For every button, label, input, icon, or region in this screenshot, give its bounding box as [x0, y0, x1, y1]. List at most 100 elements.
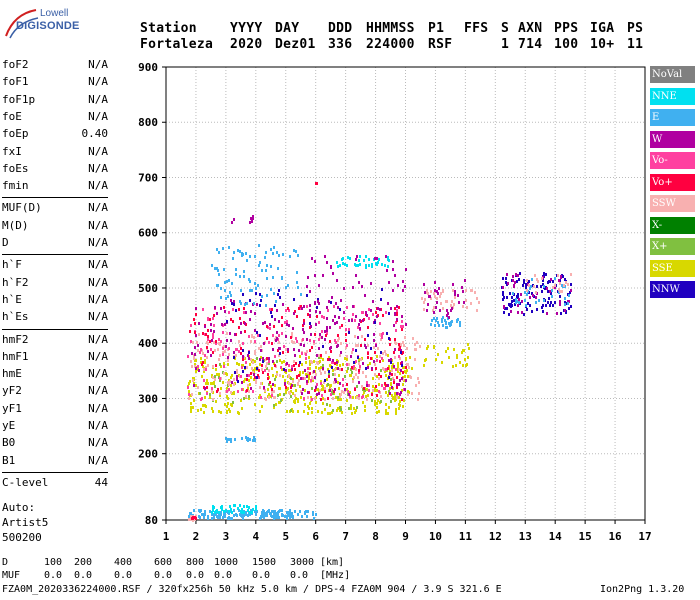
data-point-ssw [451, 300, 453, 303]
data-point-vo [271, 342, 273, 345]
data-point-w [198, 369, 200, 372]
data-point-sse [369, 362, 371, 365]
data-point-e [218, 251, 220, 254]
data-point-e [273, 517, 275, 520]
data-point-w [435, 306, 437, 309]
data-point-nne [339, 264, 341, 267]
data-point-vo [281, 324, 283, 327]
data-point-w [502, 286, 504, 289]
data-point-vo [345, 333, 347, 336]
data-point-x [348, 407, 350, 410]
data-point-ssw [197, 386, 199, 389]
data-point-e [235, 273, 237, 276]
data-point-sse [236, 362, 238, 365]
data-point-vo [192, 516, 194, 519]
data-point-ssw [423, 308, 425, 311]
data-point-ssw [563, 284, 565, 287]
data-point-sse [367, 364, 369, 367]
data-point-vo [360, 344, 362, 347]
data-point-sse [218, 373, 220, 376]
data-point-e [266, 277, 268, 280]
data-point-ssw [339, 368, 341, 371]
data-point-sse [268, 393, 270, 396]
data-point-ssw [260, 345, 262, 348]
data-point-e [438, 324, 440, 327]
data-point-vo [302, 377, 304, 380]
data-point-w [329, 389, 331, 392]
data-point-vo [400, 325, 402, 328]
data-point-vo [380, 375, 382, 378]
data-point-nnw [401, 364, 403, 367]
data-point-e [228, 279, 230, 282]
data-point-nnw [256, 367, 258, 370]
data-point-e [512, 292, 514, 295]
data-point-nne [230, 508, 232, 511]
data-point-vo [376, 359, 378, 362]
data-point-vo [298, 364, 300, 367]
data-point-w [348, 393, 350, 396]
data-point-e [445, 322, 447, 325]
header-cell: 11 [627, 37, 644, 52]
data-point-w [225, 345, 227, 348]
data-point-e [564, 297, 566, 300]
data-point-vo [358, 369, 360, 372]
data-point-ssw [250, 358, 252, 361]
param-row: hmE N/A [2, 367, 108, 383]
data-point-x [283, 393, 285, 396]
data-point-sse [193, 382, 195, 385]
data-point-sse [385, 412, 387, 415]
x-tick-label: 17 [638, 530, 651, 543]
data-point-vo [206, 346, 208, 349]
data-point-nnw [388, 376, 390, 379]
data-point-nnw [511, 296, 513, 299]
data-point-ssw [415, 384, 417, 387]
data-point-e [255, 513, 257, 516]
data-point-w [268, 357, 270, 360]
data-point-e [278, 254, 280, 257]
data-point-vo [320, 354, 322, 357]
data-point-vo [333, 390, 335, 393]
data-point-ssw [403, 344, 405, 347]
data-point-w [517, 274, 519, 277]
data-point-sse [230, 384, 232, 387]
data-point-w [387, 302, 389, 305]
data-point-ssw [430, 290, 432, 293]
data-point-vo [398, 343, 400, 346]
data-point-w [236, 375, 238, 378]
data-point-vo [305, 353, 307, 356]
header-cell: Station [140, 21, 197, 36]
data-points [187, 182, 572, 522]
data-point-nne [358, 259, 360, 262]
data-point-sse [402, 383, 404, 386]
data-point-e [190, 512, 192, 515]
data-point-sse [376, 406, 378, 409]
data-point-w [379, 308, 381, 311]
data-point-w [396, 305, 398, 308]
data-point-w [355, 315, 357, 318]
logo-line2: DIGISONDE [16, 20, 80, 32]
data-point-vo [383, 387, 385, 390]
data-point-sse [203, 411, 205, 414]
data-point-w [392, 268, 394, 271]
data-point-sse [299, 385, 301, 388]
data-point-ssw [289, 392, 291, 395]
data-point-sse [275, 375, 277, 378]
data-point-e [238, 509, 240, 512]
data-point-w [236, 378, 238, 381]
data-point-ssw [366, 398, 368, 401]
data-point-w [326, 326, 328, 329]
data-point-sse [358, 358, 360, 361]
data-point-sse [337, 381, 339, 384]
data-point-ssw [465, 289, 467, 292]
data-point-w [195, 367, 197, 370]
param-value: N/A [88, 179, 108, 193]
data-point-sse [227, 402, 229, 405]
data-point-e [294, 510, 296, 513]
data-point-nnw [235, 309, 237, 312]
data-point-ssw [433, 306, 435, 309]
data-point-sse [242, 364, 244, 367]
y-tick-label: 600 [138, 227, 158, 240]
data-point-vo [228, 347, 230, 350]
data-point-sse [226, 395, 228, 398]
data-point-w [461, 286, 463, 289]
